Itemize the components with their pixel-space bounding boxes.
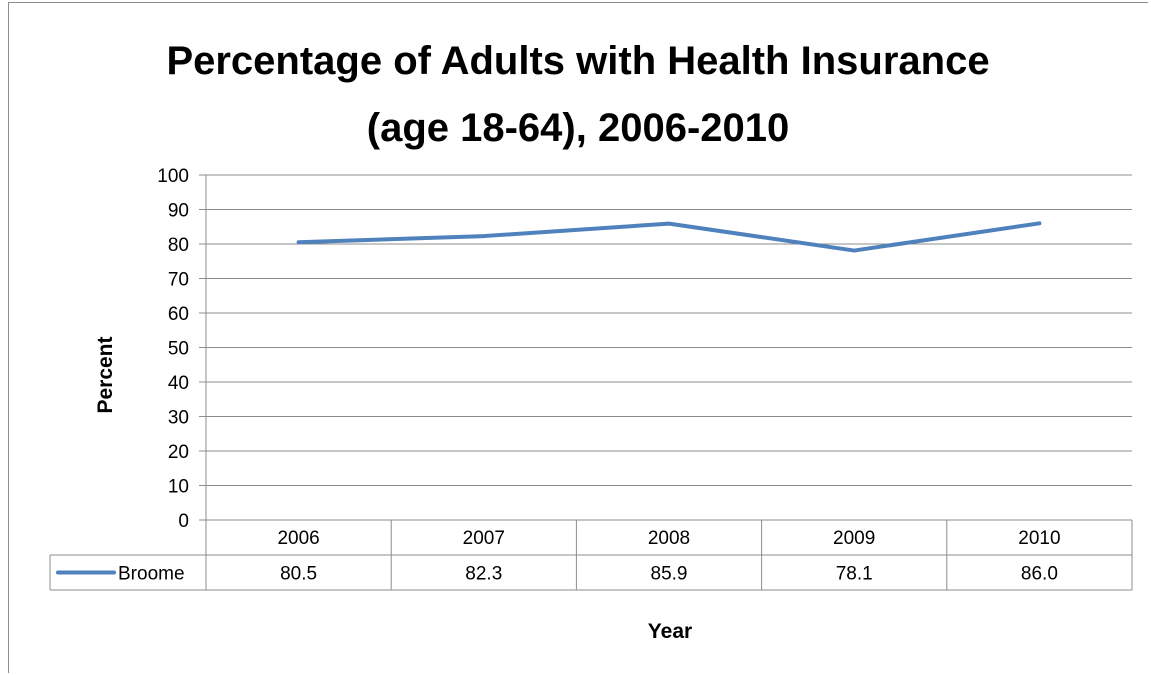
table-value-cell: 85.9: [651, 564, 688, 585]
y-tick-label: 0: [178, 511, 189, 532]
y-tick-label: 40: [168, 373, 189, 394]
legend-series-name: Broome: [118, 564, 185, 585]
y-axis-label: Percent: [94, 336, 117, 413]
y-tick-label: 60: [168, 304, 189, 325]
data-point: [483, 235, 485, 237]
x-category-label: 2009: [833, 528, 875, 549]
gridlines: [206, 174, 1132, 486]
data-point: [298, 241, 300, 243]
y-tick-label: 90: [168, 201, 189, 222]
y-tick-label: 80: [168, 235, 189, 256]
data-point: [668, 223, 670, 225]
y-tick-label: 70: [168, 270, 189, 291]
y-tick-label: 20: [168, 442, 189, 463]
chart-frame: [8, 2, 1148, 673]
series-lines: [296, 221, 1042, 253]
x-category-label: 2007: [463, 528, 505, 549]
x-category-label: 2006: [277, 528, 319, 549]
x-category-label: 2010: [1018, 528, 1060, 549]
y-tick-label: 50: [168, 339, 189, 360]
table-value-cell: 80.5: [280, 564, 317, 585]
chart-title-line-2: (age 18-64), 2006-2010: [367, 106, 790, 150]
x-axis-label: Year: [648, 620, 692, 643]
table-value-cell: 82.3: [465, 564, 502, 585]
table-value-cell: 78.1: [836, 564, 873, 585]
data-point: [1038, 222, 1040, 224]
data-point: [853, 250, 855, 252]
y-axis-ticks: 0 10 20 30 40 50 60 70 80 90 100: [157, 166, 206, 532]
x-category-label: 2008: [648, 528, 690, 549]
y-tick-label: 10: [168, 477, 189, 498]
y-tick-label: 30: [168, 408, 189, 429]
chart-title-line-1: Percentage of Adults with Health Insuran…: [166, 39, 989, 83]
y-tick-label: 100: [157, 166, 189, 187]
series-line: [296, 221, 1042, 253]
table-value-cell: 86.0: [1021, 564, 1058, 585]
